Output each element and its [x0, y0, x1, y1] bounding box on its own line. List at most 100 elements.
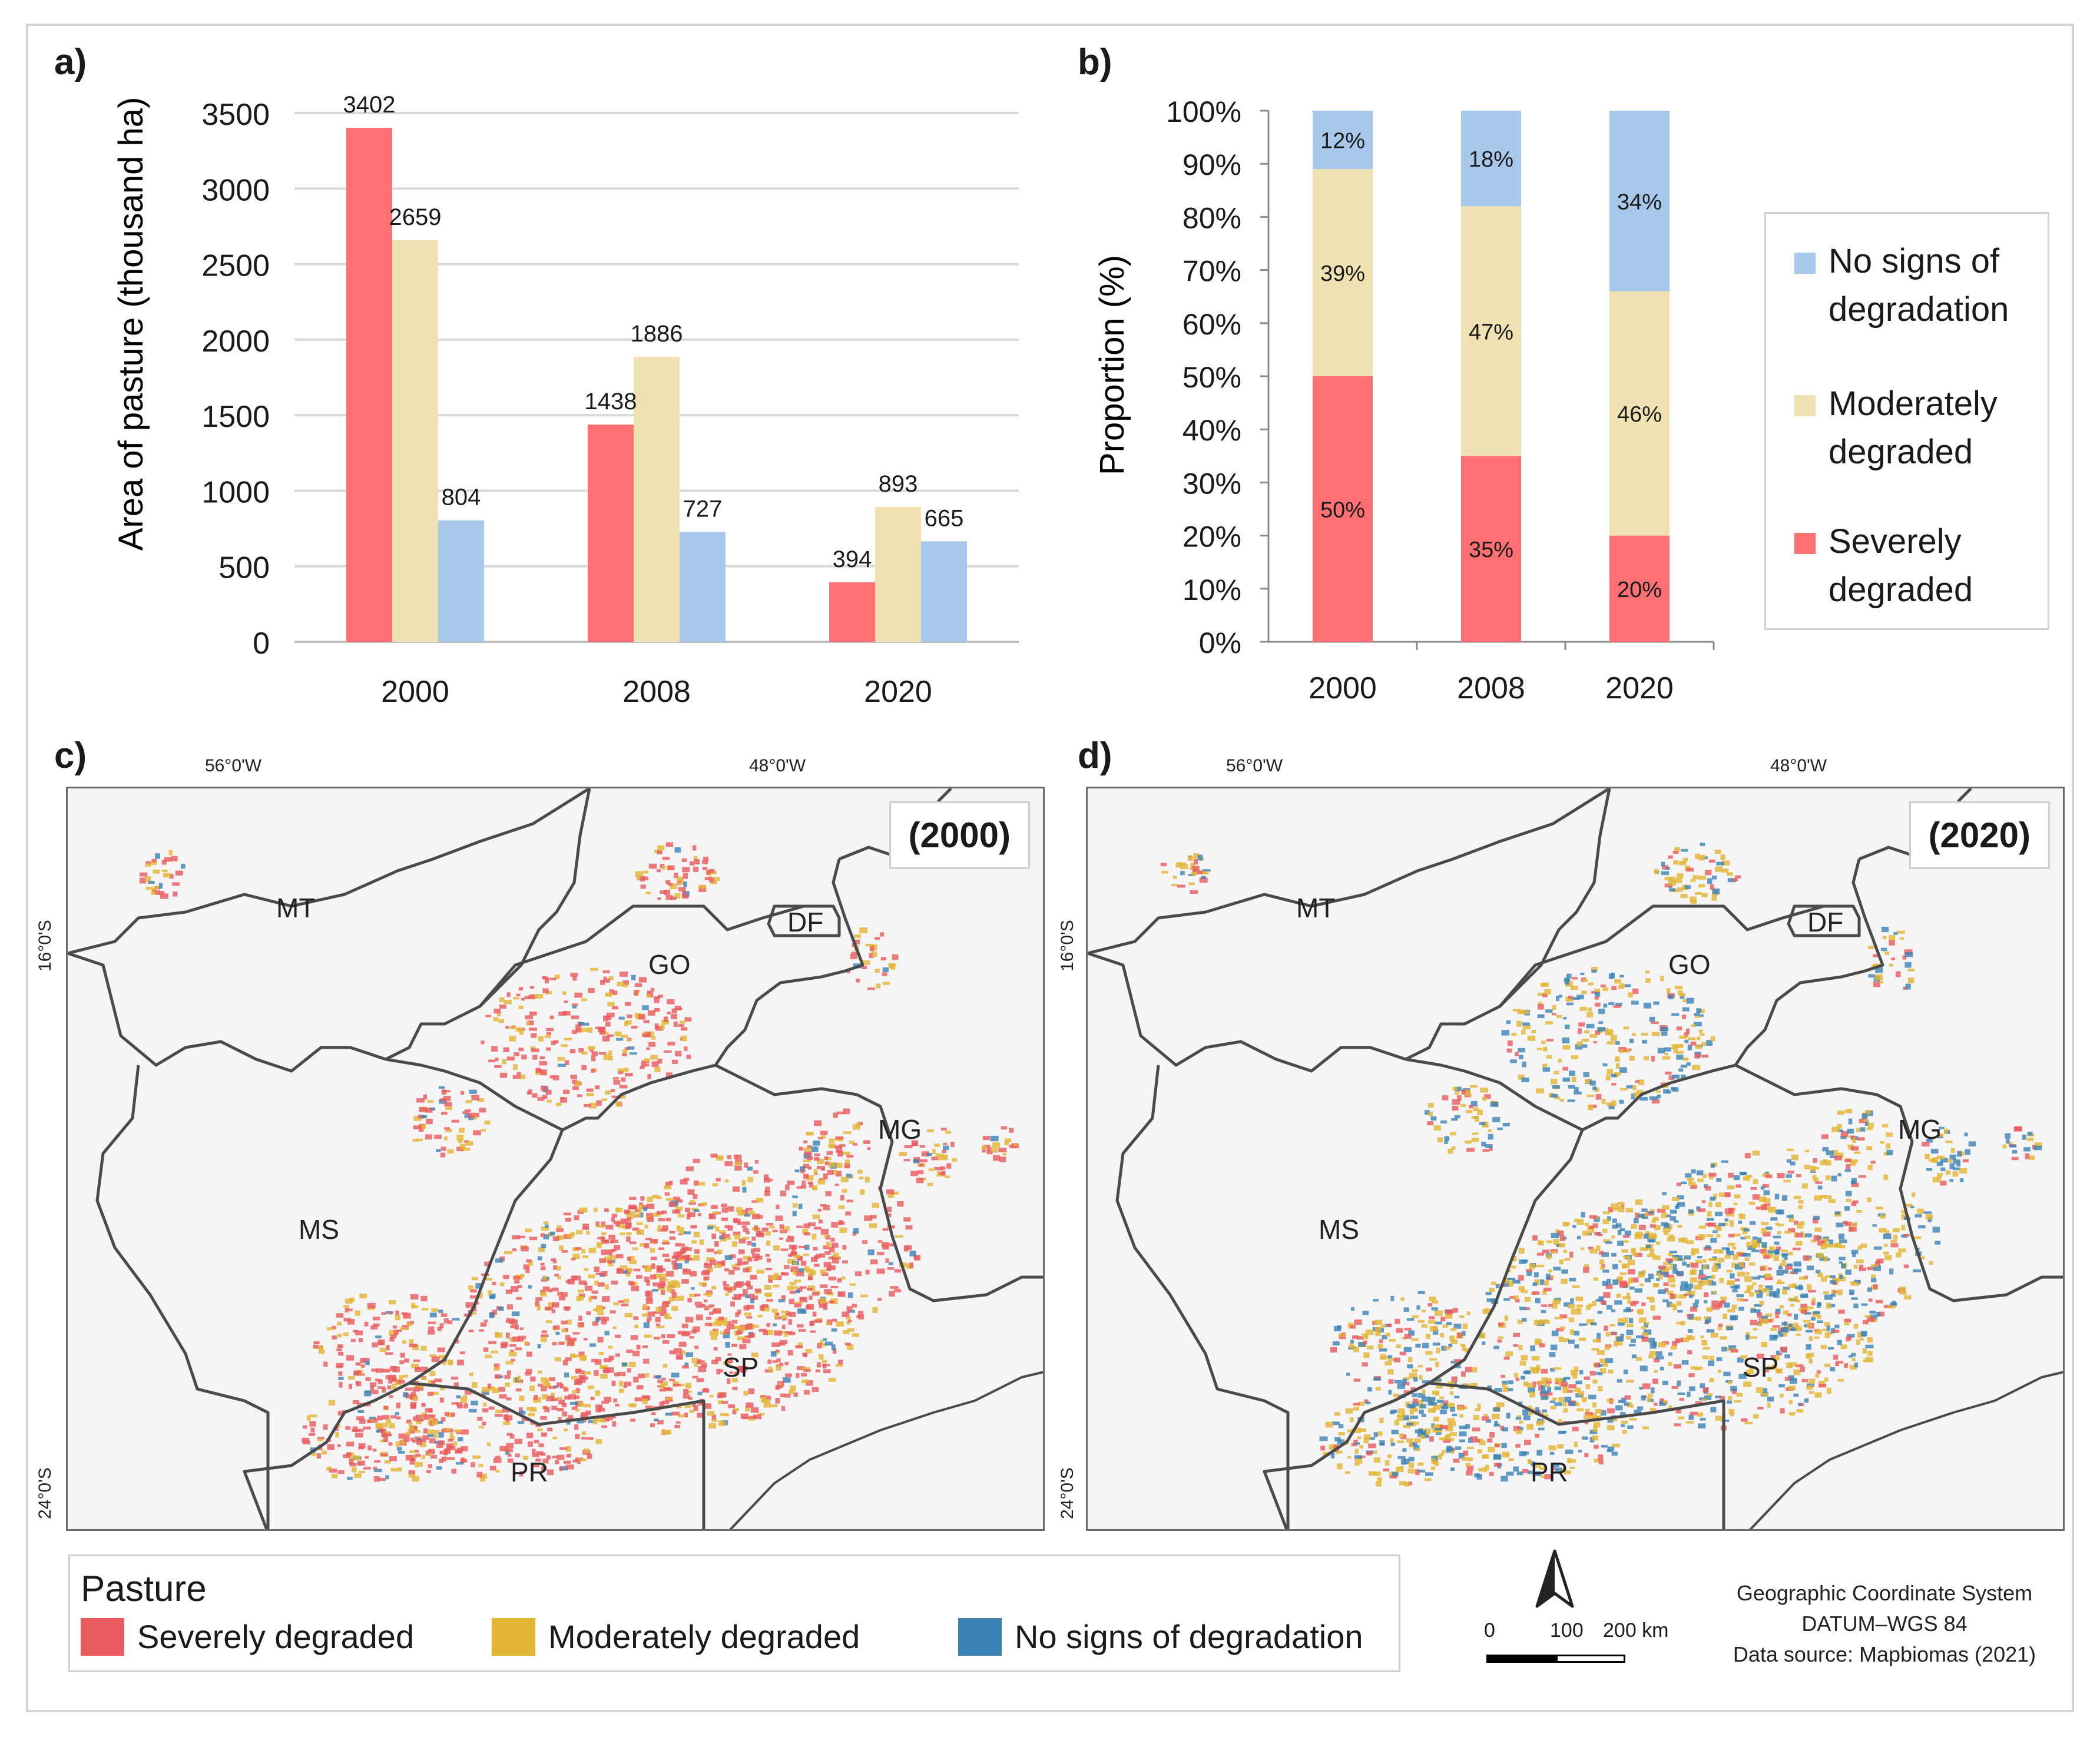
panel-label-b: b) [1078, 42, 1112, 82]
map-d-pasture-patch [1777, 1279, 1782, 1284]
map-c-pasture-patch [781, 1295, 786, 1300]
map-d-pasture-patch [1714, 849, 1721, 854]
map-d-pasture-patch [1592, 1426, 1598, 1432]
map-d-pasture-patch [1558, 995, 1562, 998]
map-d-pasture-patch [1433, 1125, 1441, 1131]
map-d-pasture-patch [1349, 1342, 1354, 1349]
map-c-pasture-patch [526, 1021, 530, 1026]
map-d-pasture-patch [1831, 1289, 1836, 1295]
map-c-pasture-patch [675, 1255, 681, 1261]
map-d-pasture-patch [1409, 1373, 1417, 1379]
map-d-pasture-patch [1700, 1033, 1705, 1036]
map-d-pasture-patch [1669, 1251, 1678, 1254]
map-c-pasture-patch [801, 1379, 809, 1384]
map-c-pasture-patch [634, 990, 638, 996]
map-c-pasture-patch [548, 1302, 555, 1307]
map-c-pasture-patch [660, 890, 667, 894]
map-d-pasture-patch [1821, 1134, 1829, 1139]
map-c-pasture-patch [375, 1423, 382, 1429]
map-c-pasture-patch [758, 1328, 767, 1332]
map-d-pasture-patch [1702, 1355, 1709, 1360]
map-c-pasture-patch [602, 1415, 608, 1421]
map-c-pasture-patch [479, 1329, 484, 1332]
map-d-pasture-patch [1833, 1330, 1840, 1333]
map-d-pasture-patch [1391, 1430, 1399, 1434]
map-c-pasture-patch [488, 1386, 495, 1391]
map-c-pasture-patch [525, 1269, 530, 1274]
map-d-pasture-patch [1532, 1282, 1538, 1286]
map-c-pasture-patch [833, 1348, 837, 1354]
map-c-pasture-patch [608, 1050, 612, 1055]
map-d-pasture-patch [1610, 1035, 1617, 1041]
map-d-pasture-patch [1622, 1430, 1627, 1434]
map-c-pasture-patch [625, 1020, 632, 1025]
map-c-pasture-patch [628, 1268, 632, 1272]
map-d-pasture-patch [1950, 1148, 1956, 1153]
map-c-pasture-patch [412, 1139, 419, 1142]
map-d-pasture-patch [1690, 1366, 1698, 1370]
map-d-pasture-patch [1666, 1274, 1674, 1278]
map-d-pasture-patch [1648, 1337, 1655, 1343]
map-c-pasture-patch [406, 1322, 413, 1327]
map-d-pasture-patch [1363, 1352, 1370, 1358]
map-c-pasture-patch [557, 1454, 565, 1460]
map-c-pasture-patch [660, 1311, 667, 1317]
map-d-pasture-patch [1629, 1418, 1637, 1421]
map-c-pasture-patch [581, 1370, 585, 1375]
map-d-pasture-patch [1450, 1467, 1455, 1471]
map-c-pasture-patch [423, 1414, 431, 1420]
map-c-pasture-patch [364, 1321, 369, 1327]
map-d-pasture-patch [1737, 1357, 1744, 1363]
map-c-pasture-patch [744, 1282, 751, 1285]
map-c-pasture-patch [564, 1328, 568, 1332]
map-c-pasture-patch [952, 1158, 957, 1162]
map-c-pasture-patch [830, 1285, 839, 1288]
map-c-pasture-patch [624, 1312, 633, 1318]
map-d-pasture-patch [1432, 1428, 1440, 1433]
map-d-pasture-patch [1912, 1192, 1916, 1197]
map-d-pasture-patch [1557, 1444, 1564, 1449]
map-c-pasture-patch [687, 1189, 695, 1195]
map-c-pasture-patch [792, 1203, 798, 1208]
map-d-pasture-patch [1532, 1235, 1538, 1241]
map-d-pasture-patch [1615, 1056, 1620, 1060]
map-d-pasture-patch [1494, 1463, 1501, 1467]
map-d-pasture-patch [1813, 1178, 1819, 1182]
map-d-pasture-patch [1903, 986, 1907, 990]
map-c-pasture-patch [683, 881, 687, 887]
map-d-pasture-patch [1773, 1255, 1779, 1261]
map-c-pasture-patch [689, 1336, 694, 1339]
map-c-pasture-patch [744, 1214, 750, 1217]
chart-a-y-axis-label: Area of pasture (thousand ha) [112, 97, 150, 551]
map-d-pasture-patch [1774, 1194, 1780, 1200]
map-c-pasture-patch [812, 1292, 820, 1296]
map-c-pasture-patch [415, 1384, 423, 1388]
map-c-pasture-patch [635, 1213, 641, 1217]
map-d-pasture-patch [1584, 1414, 1592, 1420]
map-d-pasture-patch [1538, 1004, 1544, 1010]
map-d-pasture-patch [1624, 984, 1631, 987]
map-d-pasture-patch [1590, 1228, 1595, 1233]
map-d-pasture-patch [1623, 1369, 1628, 1374]
map-c-pasture-patch [641, 1205, 648, 1209]
map-c-pasture-patch [445, 1106, 453, 1111]
scale-label-200: 200 km [1603, 1619, 1669, 1642]
map-d-pasture-patch [1883, 1174, 1889, 1181]
map-c-pasture-patch [495, 1258, 504, 1263]
map-d-pasture-patch [1677, 1392, 1685, 1395]
map-d-pasture-patch [1711, 1300, 1718, 1307]
map-d-pasture-patch [1806, 1354, 1811, 1359]
map-c-pasture-patch [854, 939, 860, 944]
map-c-pasture-patch [731, 1344, 738, 1347]
map-c-pasture-patch [817, 1166, 825, 1169]
map-d-pasture-patch [1408, 1330, 1415, 1336]
map-c-pasture-patch [618, 1300, 625, 1303]
map-c-pasture-patch [475, 1283, 483, 1289]
map-d-pasture-patch [2012, 1150, 2018, 1154]
map-c-pasture-patch [608, 976, 614, 980]
map-c-pasture-patch [549, 1075, 555, 1079]
map-c-pasture-patch [611, 1216, 615, 1222]
map-c-pasture-patch [743, 1268, 750, 1272]
map-c-pasture-patch [660, 1381, 668, 1386]
map-c-pasture-patch [529, 986, 535, 989]
